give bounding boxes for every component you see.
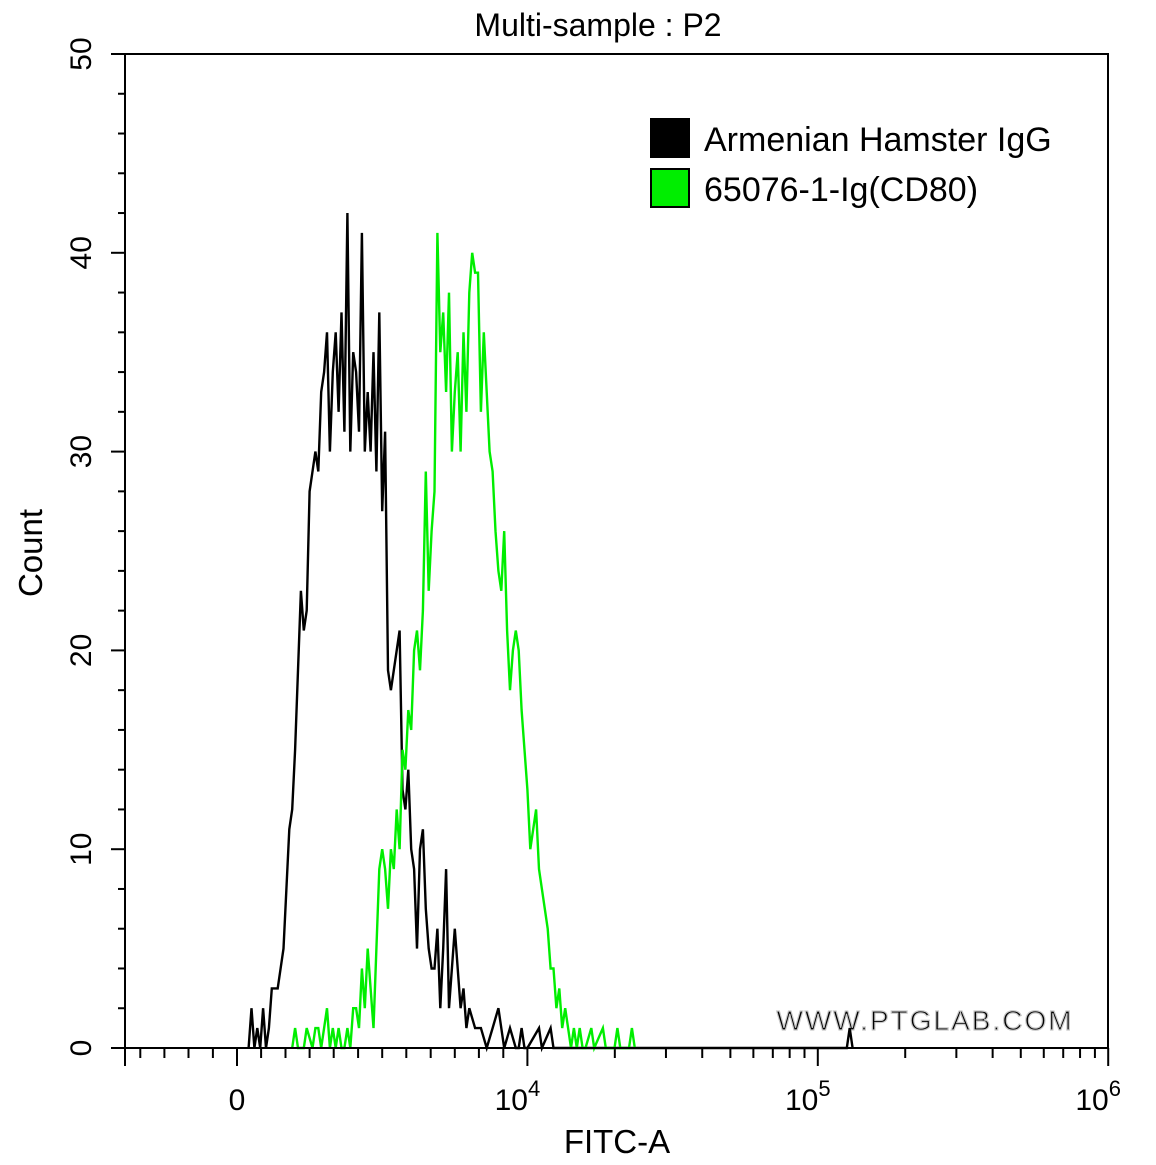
x-tick-label: 0 — [229, 1084, 246, 1117]
series-line-0 — [247, 212, 854, 1053]
x-tick-label: 106 — [1075, 1076, 1121, 1117]
x-tick-label-exponent: 4 — [528, 1076, 540, 1101]
legend-label: Armenian Hamster IgG — [704, 121, 1052, 159]
x-axis-title: FITC-A — [564, 1123, 670, 1160]
series-line-1 — [291, 232, 636, 1053]
x-tick-label-base: 10 — [495, 1084, 528, 1117]
plot-frame — [124, 53, 1109, 1049]
x-tick-label-base: 10 — [1075, 1084, 1108, 1117]
legend-swatch — [650, 118, 690, 158]
y-tick-label: 0 — [65, 1040, 98, 1057]
x-tick-label-base: 0 — [229, 1084, 246, 1117]
y-axis-ticks: 0 10 20 30 40 50 — [65, 37, 125, 1056]
x-tick-label: 104 — [495, 1076, 541, 1117]
legend-label: 65076-1-Ig(CD80) — [704, 171, 978, 209]
x-tick-label-exponent: 5 — [818, 1076, 830, 1101]
x-tick-label: 105 — [785, 1076, 831, 1117]
y-tick-label: 10 — [65, 833, 98, 866]
y-tick-label: 20 — [65, 634, 98, 667]
x-tick-label-exponent: 6 — [1109, 1076, 1121, 1101]
chart-title: Multi-sample : P2 — [474, 7, 721, 43]
x-axis-ticks: 0 104 105 106 — [124, 1048, 1121, 1117]
x-tick-label-base: 10 — [785, 1084, 818, 1117]
y-tick-label: 40 — [65, 236, 98, 269]
legend: Armenian Hamster IgG 65076-1-Ig(CD80) — [650, 118, 1052, 209]
series-layer — [247, 212, 854, 1053]
y-tick-label: 30 — [65, 435, 98, 468]
watermark-text: WWW.PTGLAB.COM — [776, 1005, 1073, 1036]
y-tick-label: 50 — [65, 37, 98, 70]
y-axis-title: Count — [12, 509, 49, 597]
legend-swatch — [650, 168, 690, 208]
